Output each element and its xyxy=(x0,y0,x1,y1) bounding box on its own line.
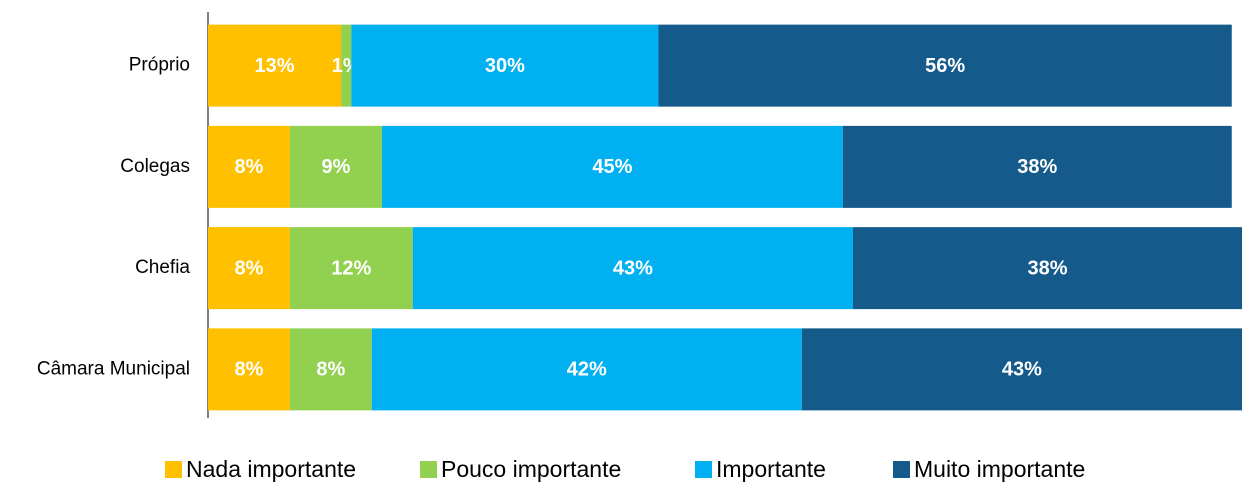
value-label: 30% xyxy=(485,55,525,77)
bar-segment xyxy=(341,24,352,107)
bar-segment xyxy=(289,328,372,411)
bar-segment xyxy=(801,328,1242,411)
value-label: 13% xyxy=(255,55,295,77)
legend-label: Importante xyxy=(716,456,826,482)
legend-swatch xyxy=(695,461,712,478)
legend-swatch xyxy=(165,461,182,478)
value-label: 45% xyxy=(592,156,632,178)
bar-segment xyxy=(289,227,413,310)
value-label: 38% xyxy=(1027,257,1067,279)
category-label: Colegas xyxy=(120,156,190,177)
bar-segment xyxy=(382,125,843,208)
bar-segment xyxy=(658,24,1232,107)
value-label: 43% xyxy=(1002,359,1042,381)
value-label: 8% xyxy=(234,257,263,279)
bar-segment xyxy=(208,24,342,107)
bar-segment xyxy=(208,328,290,411)
value-label: 43% xyxy=(613,257,653,279)
bar-segment xyxy=(852,227,1242,310)
category-label: Próprio xyxy=(129,55,190,76)
bar-segment xyxy=(842,125,1232,208)
value-label: 8% xyxy=(234,156,263,178)
bar-segment xyxy=(208,125,290,208)
value-label: 42% xyxy=(567,359,607,381)
category-label: Câmara Municipal xyxy=(37,358,190,379)
legend-swatch xyxy=(893,461,910,478)
bar-segment xyxy=(412,227,853,310)
bar-segment xyxy=(351,24,659,107)
value-label: 8% xyxy=(234,359,263,381)
bar-segment xyxy=(208,227,290,310)
legend-label: Nada importante xyxy=(186,456,356,482)
value-label: 12% xyxy=(331,257,371,279)
legend-label: Muito importante xyxy=(914,456,1085,482)
bar-segment xyxy=(371,328,802,411)
value-label: 9% xyxy=(322,156,351,178)
legend-swatch xyxy=(420,461,437,478)
value-label: 38% xyxy=(1017,156,1057,178)
legend-label: Pouco importante xyxy=(441,456,621,482)
value-label: 8% xyxy=(316,359,345,381)
bar-segment xyxy=(289,125,383,208)
value-label: 56% xyxy=(925,55,965,77)
category-label: Chefia xyxy=(135,257,190,278)
